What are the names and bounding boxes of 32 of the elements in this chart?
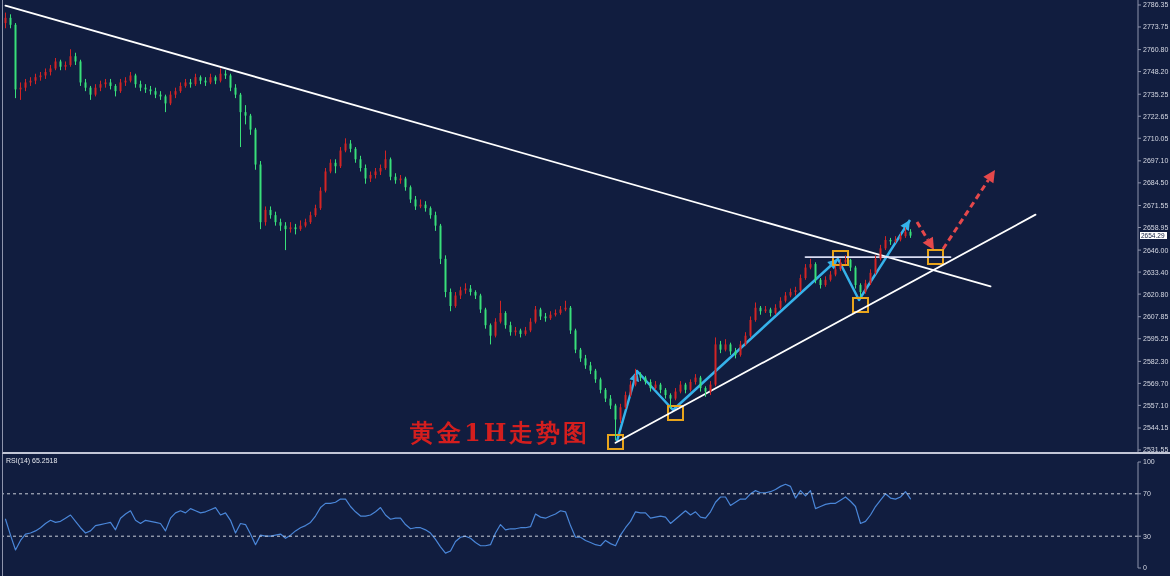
candlestick	[244, 104, 247, 125]
line-series	[4, 483, 912, 554]
point	[607, 434, 624, 451]
candlestick	[749, 315, 752, 338]
candlestick	[484, 307, 487, 330]
candlestick	[494, 317, 497, 338]
candlestick	[79, 59, 82, 87]
candlestick	[239, 92, 242, 148]
text: 黄金1H走势图	[410, 418, 591, 447]
candlestick	[434, 211, 437, 232]
candlestick	[489, 322, 492, 345]
candlestick	[264, 205, 267, 227]
point	[927, 249, 944, 266]
candlestick	[574, 328, 577, 354]
candlestick	[324, 167, 327, 193]
candlestick	[339, 146, 342, 169]
candlestick	[499, 300, 502, 324]
candlestick	[754, 302, 757, 323]
candlestick	[614, 403, 617, 441]
candlestick	[364, 164, 367, 185]
candlestick	[479, 293, 482, 314]
candlestick	[384, 150, 387, 171]
candlestick	[874, 254, 877, 276]
candlestick	[814, 261, 817, 284]
candlestick	[249, 113, 252, 136]
candlestick	[449, 288, 452, 312]
candlestick	[389, 157, 392, 181]
candlestick	[619, 403, 622, 424]
candlestick	[319, 186, 322, 211]
candlestick	[289, 221, 292, 234]
candlestick	[854, 265, 857, 290]
candlestick	[569, 305, 572, 335]
